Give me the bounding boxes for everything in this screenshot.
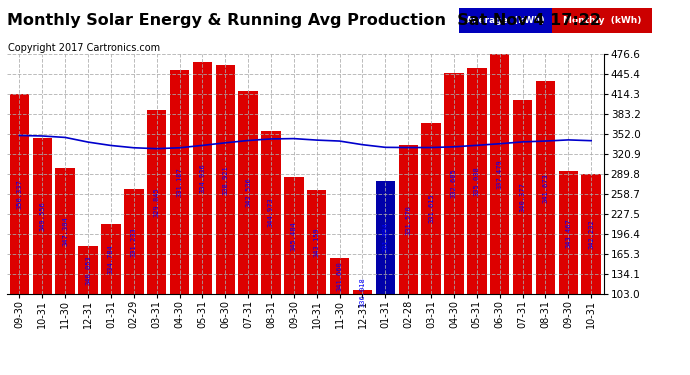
Text: 331.233: 331.233 [131, 227, 137, 256]
Bar [535, 81, 555, 360]
Text: 332.685: 332.685 [451, 169, 457, 198]
Bar [147, 110, 166, 360]
Bar [399, 146, 418, 360]
Text: 335.038: 335.038 [474, 166, 480, 196]
Bar [193, 62, 212, 360]
Text: 334.784: 334.784 [108, 244, 114, 274]
Bar [215, 65, 235, 360]
Text: 342.232: 342.232 [588, 219, 594, 249]
Bar [170, 70, 189, 360]
Text: 350.337: 350.337 [17, 179, 23, 209]
Bar [330, 258, 349, 360]
Bar [513, 100, 532, 360]
Bar [10, 94, 29, 360]
Text: 341.673: 341.673 [542, 173, 549, 202]
Bar [467, 68, 486, 360]
Bar [444, 73, 464, 360]
Bar [262, 130, 281, 360]
Bar [124, 189, 144, 360]
Text: 349.556: 349.556 [39, 201, 46, 231]
Bar [79, 246, 98, 360]
Bar [490, 54, 509, 360]
Bar [353, 290, 372, 360]
Text: 340.053: 340.053 [85, 255, 91, 285]
Text: Copyright 2017 Cartronics.com: Copyright 2017 Cartronics.com [8, 43, 160, 53]
Text: Monthly  (kWh): Monthly (kWh) [563, 16, 641, 25]
Text: 331.894: 331.894 [382, 223, 388, 252]
Text: 337.479: 337.479 [497, 159, 503, 189]
Text: 344.973: 344.973 [268, 198, 274, 227]
Bar [32, 138, 52, 360]
Text: Monthly Solar Energy & Running Avg Production  Sat Nov 4 17:22: Monthly Solar Energy & Running Avg Produ… [7, 13, 600, 28]
Bar [582, 174, 601, 360]
Bar [239, 91, 258, 360]
Text: 338.921: 338.921 [222, 165, 228, 195]
Text: 331.187: 331.187 [177, 167, 183, 197]
Text: Average  (kWh): Average (kWh) [466, 16, 544, 25]
Text: 340.377: 340.377 [520, 183, 526, 212]
Text: 342.536: 342.536 [245, 178, 251, 207]
Bar [559, 171, 578, 360]
Text: 331.570: 331.570 [405, 205, 411, 235]
Bar [307, 190, 326, 360]
Text: 334.936: 334.936 [199, 163, 206, 193]
Text: 345.484: 345.484 [291, 221, 297, 251]
Text: 347.304: 347.304 [62, 216, 68, 246]
Bar [55, 168, 75, 360]
Text: 341.660: 341.660 [337, 261, 343, 291]
Bar [284, 177, 304, 360]
Bar [101, 224, 121, 360]
Bar [375, 181, 395, 360]
Text: 343.467: 343.467 [565, 218, 571, 248]
Text: 329.845: 329.845 [154, 188, 159, 217]
Text: 336.018: 336.018 [359, 277, 366, 307]
Bar [422, 123, 441, 360]
Text: 343.159: 343.159 [314, 228, 319, 257]
Text: 331.615: 331.615 [428, 194, 434, 224]
